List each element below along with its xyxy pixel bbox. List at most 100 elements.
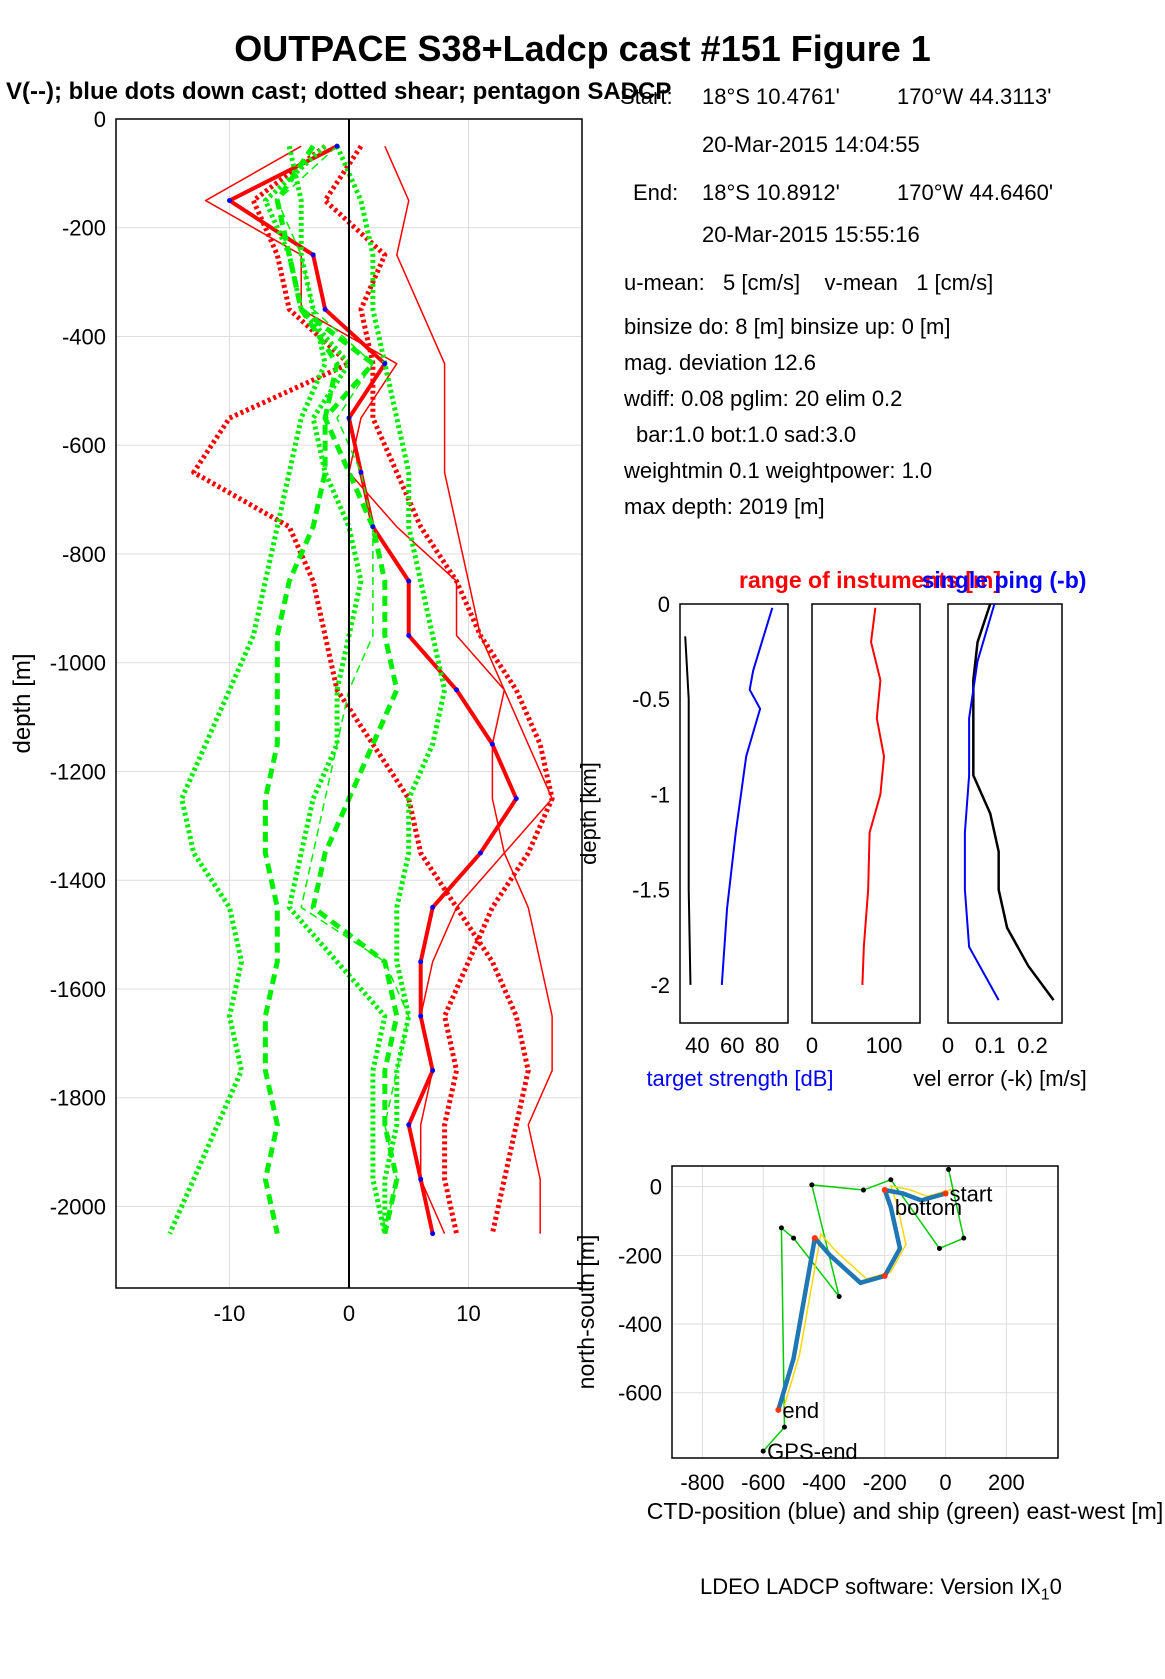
- map-x-tick-label: -400: [802, 1470, 846, 1495]
- downcast-dot: [513, 796, 519, 802]
- max-depth-text: max depth: 2019 [m]: [624, 494, 825, 519]
- mean-velocities: u-mean: 5 [cm/s] v-mean 1 [cm/s]: [624, 270, 994, 295]
- mag-deviation: mag. deviation 12.6: [624, 350, 817, 375]
- downcast-dot: [406, 1122, 412, 1128]
- diag-y-tick-label: 0: [658, 592, 670, 617]
- map-y-tick-label: -600: [618, 1381, 662, 1406]
- plot-frame: [115, 118, 583, 1289]
- downcast-dot: [418, 1176, 424, 1182]
- ctd-marker: [881, 1272, 888, 1279]
- end-lon: 170°W 44.6460': [897, 180, 1054, 205]
- ctd-marker: [811, 1235, 818, 1242]
- map-area: [672, 1166, 1058, 1458]
- weights-text: bar:1.0 bot:1.0 sad:3.0: [636, 422, 857, 447]
- diag-series-2-1: [861, 607, 886, 985]
- end-lat: 18°S 10.8912': [702, 180, 840, 205]
- profile-series-11: [262, 144, 340, 1235]
- ship-marker: [888, 1177, 894, 1183]
- profile-series-10: [167, 145, 328, 1235]
- map-x-tick-label: 200: [988, 1470, 1025, 1495]
- y-tick-label: -200: [62, 216, 106, 241]
- velocity-profile-chart: 0 -200 -400 -600 -800 -1000 -1200 -1400 -1600 -18…: [9, 107, 583, 1326]
- start-time: 20-Mar-2015 14:04:55: [702, 132, 920, 157]
- downcast-dot: [418, 959, 424, 965]
- ctd-marker: [881, 1187, 888, 1194]
- y-tick-label: -1000: [50, 651, 106, 676]
- diag-y-tick-label: -2: [650, 973, 670, 998]
- position-map-chart: -800 -600 -400 -200 0 200 0 -200 -400 -600 startbo…: [573, 1165, 1163, 1524]
- y-tick-label: -400: [62, 324, 106, 349]
- y-tick-label: -2000: [50, 1194, 106, 1219]
- diag-series-3-1: [972, 603, 1055, 1001]
- downcast-dot: [430, 904, 436, 910]
- y-tick-label: -1800: [50, 1086, 106, 1111]
- diag-x-axis-label: vel error (-k) [m/s]: [913, 1066, 1087, 1091]
- ship-marker: [946, 1166, 952, 1172]
- diag-x-tick-label: 0: [806, 1033, 818, 1058]
- ship-marker: [781, 1424, 787, 1430]
- diag-title-range: range of instuments [m]: [739, 567, 1001, 593]
- diag-y-axis-label: depth [km]: [576, 762, 601, 865]
- start-label: Start:: [620, 84, 673, 109]
- y-tick-label: 0: [94, 107, 106, 132]
- map-x-tick-label: -800: [680, 1470, 724, 1495]
- software-version: LDEO LADCP software: Version IX10: [700, 1574, 1062, 1604]
- version-subscript: 1: [1040, 1586, 1050, 1604]
- ship-marker: [860, 1187, 866, 1193]
- diag-series-3-2: [963, 603, 1000, 1001]
- y-tick-label: -800: [62, 542, 106, 567]
- diag-x-tick-label: 100: [866, 1033, 903, 1058]
- downcast-dot: [370, 524, 376, 530]
- diag-panel-frame: [811, 603, 921, 1024]
- downcast-dot: [334, 143, 340, 149]
- diag-x-tick-label: 0.2: [1017, 1033, 1048, 1058]
- profile-series-9: [334, 145, 448, 1234]
- diag-x-tick-label: 60: [720, 1033, 744, 1058]
- start-lon: 170°W 44.3113': [897, 84, 1052, 109]
- profile-series-4: [191, 144, 531, 1235]
- binsize-text: binsize do: 8 [m] binsize up: 0 [m]: [624, 314, 951, 339]
- subtitle: V(--); blue dots down cast; dotted shear…: [6, 78, 672, 105]
- downcast-dot: [477, 850, 483, 856]
- downcast-dot: [358, 469, 364, 475]
- weightmin-text: weightmin 0.1 weightpower: 1.0: [624, 458, 933, 483]
- map-y-tick-label: -400: [618, 1312, 662, 1337]
- downcast-dot: [454, 687, 460, 693]
- start-lat: 18°S 10.4761': [702, 84, 840, 109]
- diag-panel-frame: [947, 603, 1063, 1024]
- map-label-end: end: [782, 1398, 819, 1423]
- map-y-tick-label: 0: [650, 1175, 662, 1200]
- page-title: OUTPACE S38+Ladcp cast #151 Figure 1: [234, 28, 931, 69]
- diag-x-axis-label: target strength [dB]: [646, 1066, 833, 1091]
- profile-series-8: [384, 145, 553, 1234]
- y-axis-label: depth [m]: [9, 653, 36, 753]
- ctd-track-shadow: [783, 1185, 952, 1407]
- downcast-dot: [382, 361, 388, 367]
- y-tick-label: -1600: [50, 977, 106, 1002]
- map-y-axis-label: north-south [m]: [573, 1235, 599, 1390]
- ship-marker: [809, 1182, 815, 1188]
- map-x-tick-label: -600: [741, 1470, 785, 1495]
- diag-title-single-ping: single ping (-b): [922, 567, 1087, 593]
- y-tick-label: -600: [62, 433, 106, 458]
- map-x-tick-label: -200: [863, 1470, 907, 1495]
- version-end: 0: [1049, 1574, 1062, 1599]
- map-label-gps-end: GPS-end: [767, 1439, 858, 1464]
- diag-x-tick-label: 40: [685, 1033, 709, 1058]
- diag-y-tick-label: -1.5: [632, 878, 670, 903]
- instrument-diagnostics-chart: 40 60 80 target strength [dB] 0 100 0 0.1 0.2 vel…: [576, 567, 1087, 1091]
- map-x-tick-label: 0: [939, 1470, 951, 1495]
- map-x-axis-label: CTD-position (blue) and ship (green) eas…: [647, 1498, 1163, 1524]
- diag-y-tick-label: -0.5: [632, 687, 670, 712]
- profile-series-7: [262, 144, 388, 1235]
- diag-x-tick-label: 0: [942, 1033, 954, 1058]
- end-time: 20-Mar-2015 15:55:16: [702, 222, 920, 247]
- wdiff-text: wdiff: 0.08 pglim: 20 elim 0.2: [624, 386, 903, 411]
- x-tick-label: 0: [343, 1301, 355, 1326]
- map-y-tick-label: -200: [618, 1243, 662, 1268]
- diag-x-tick-label: 80: [755, 1033, 779, 1058]
- map-label-start: start: [950, 1181, 993, 1206]
- downcast-dot: [227, 198, 233, 204]
- diag-y-tick-label: -1: [650, 782, 670, 807]
- software-version-text: LDEO LADCP software: Version IX: [700, 1574, 1041, 1599]
